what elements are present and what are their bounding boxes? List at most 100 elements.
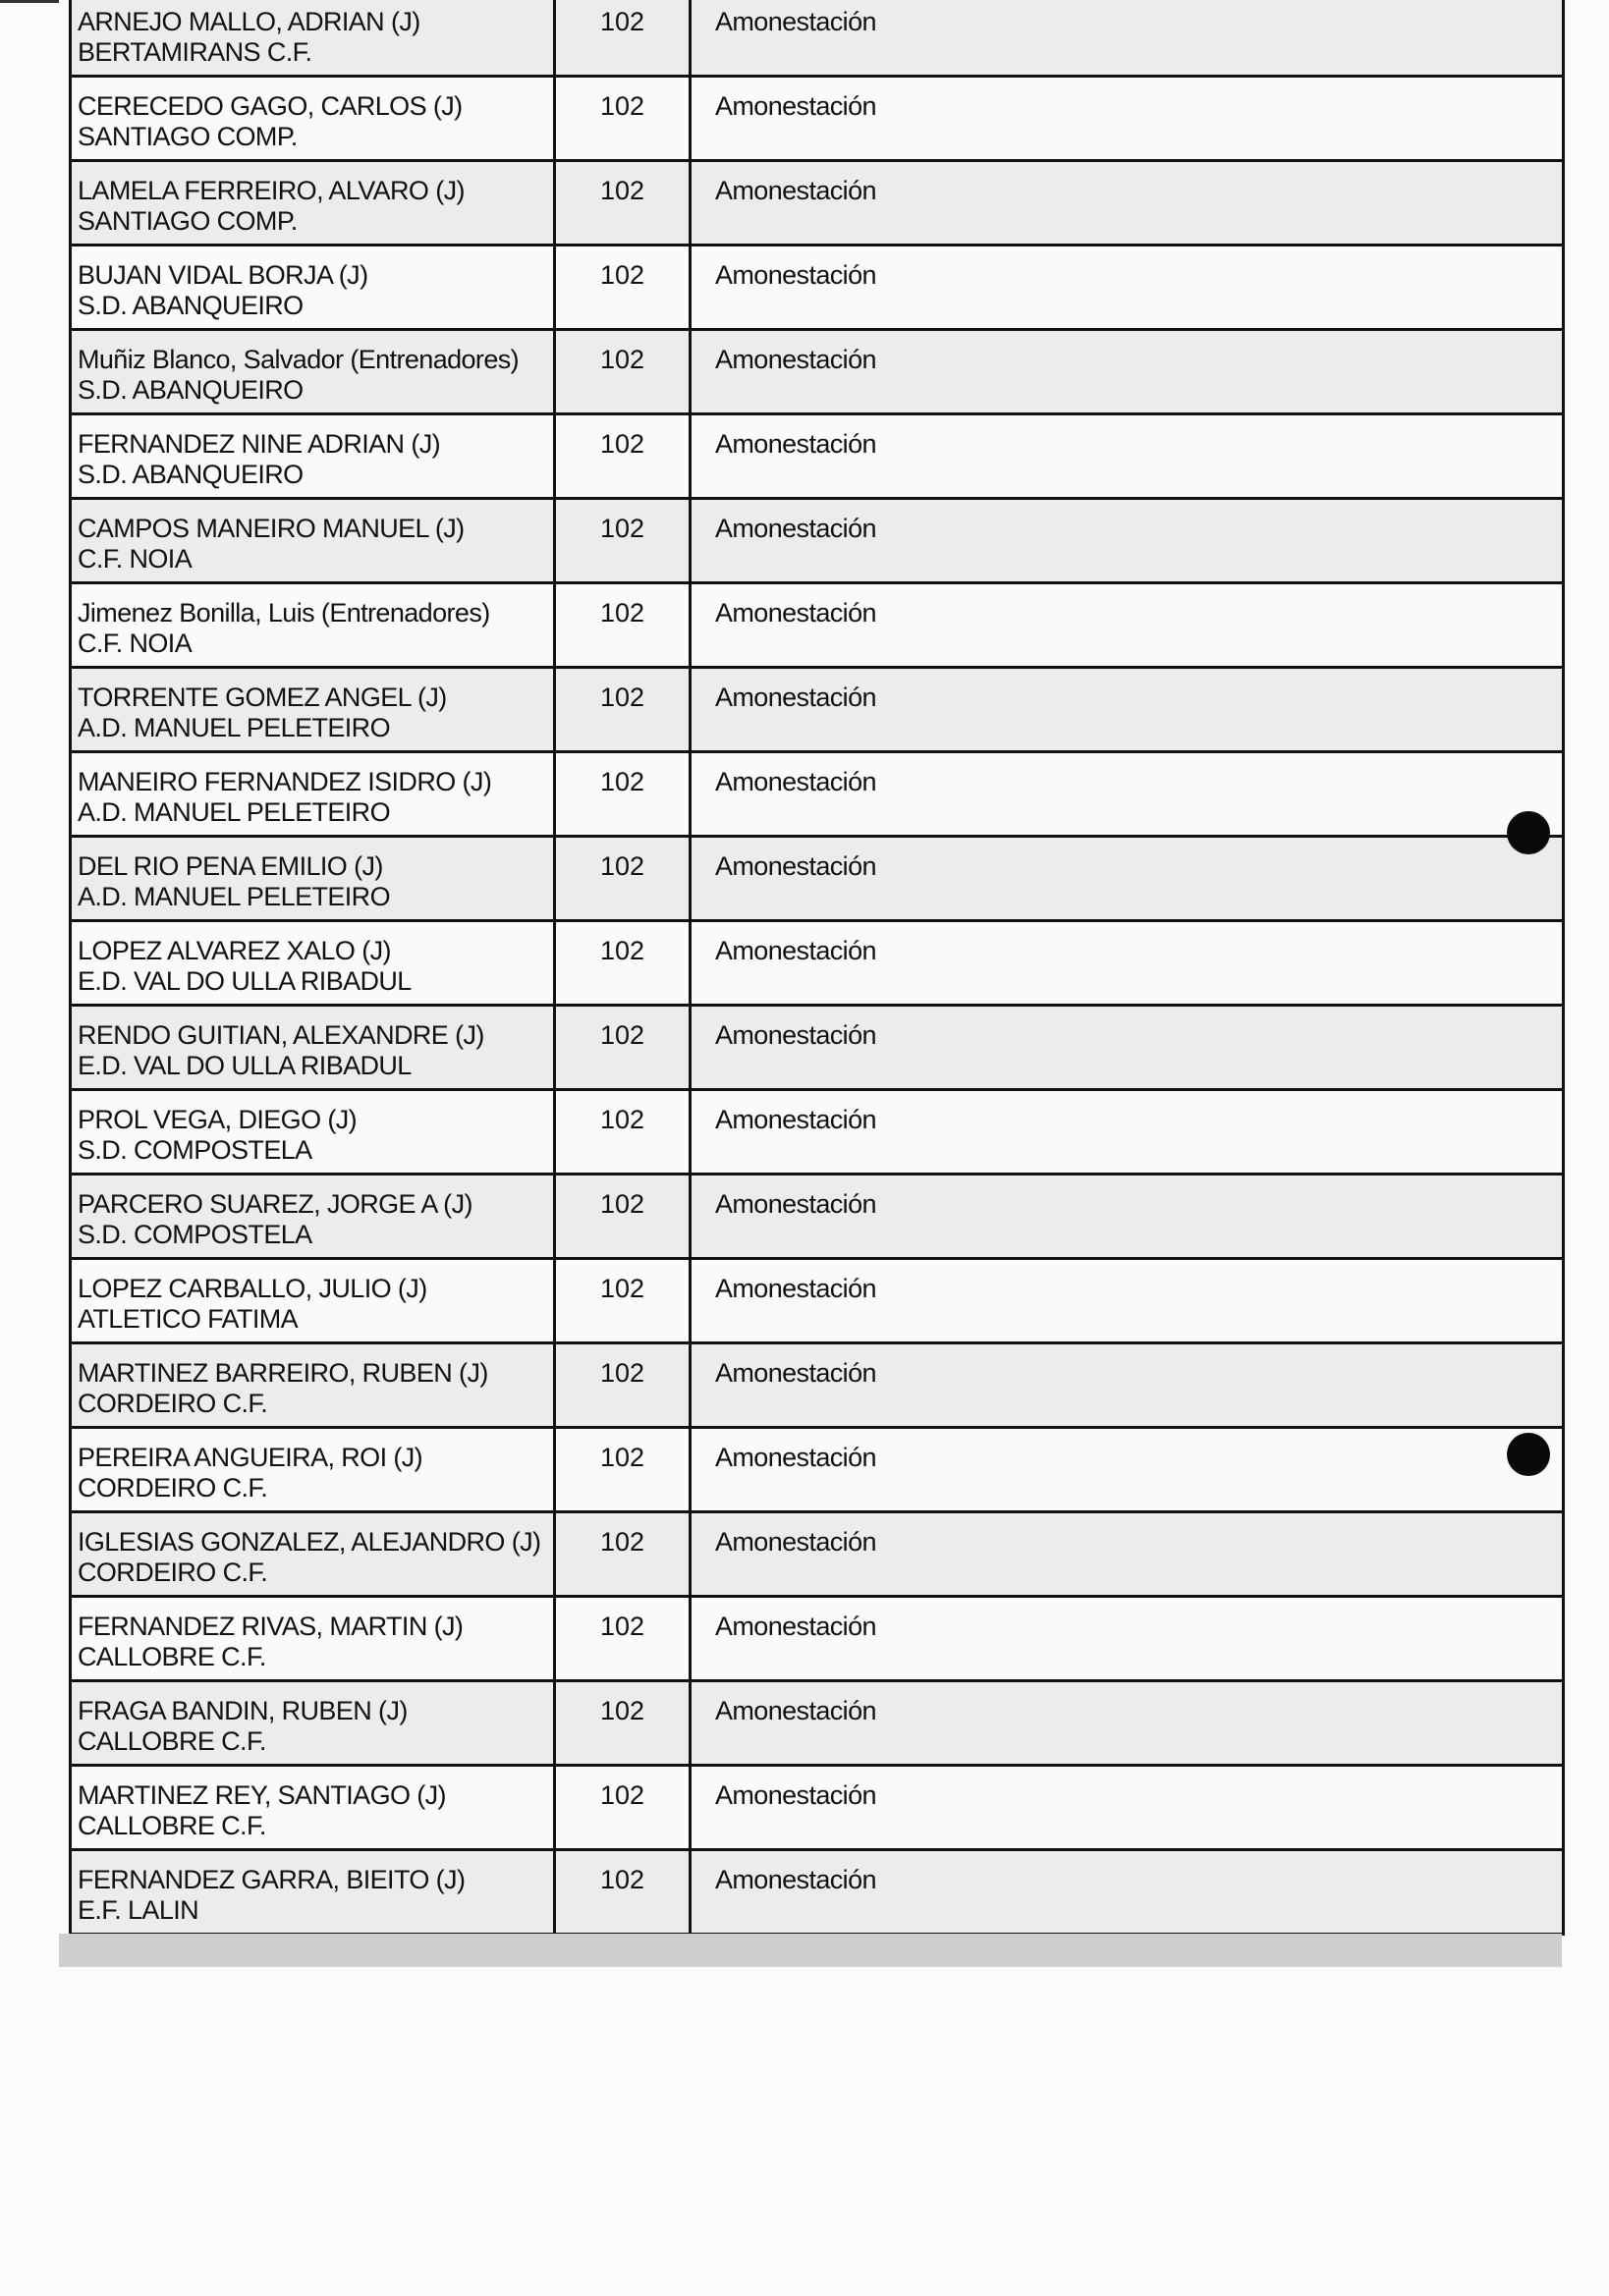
code-cell: 102 [556, 1767, 692, 1848]
club-name: CORDEIRO C.F. [78, 1473, 268, 1503]
club-name: SANTIAGO COMP. [78, 122, 298, 151]
scan-edge-line [0, 0, 59, 3]
club-name: CORDEIRO C.F. [78, 1558, 268, 1587]
club-name: SANTIAGO COMP. [78, 206, 298, 236]
article-code: 102 [599, 1527, 645, 1557]
person-name: LOPEZ CARBALLO, JULIO (J) [78, 1274, 427, 1303]
person-cell: IGLESIAS GONZALEZ, ALEJANDRO (J) CORDEIRO… [72, 1513, 556, 1595]
sanction-text: Amonestación [715, 7, 877, 36]
article-code: 102 [599, 176, 645, 205]
article-code: 102 [599, 514, 645, 543]
person-name: IGLESIAS GONZALEZ, ALEJANDRO (J) [78, 1527, 541, 1557]
table-row: FERNANDEZ GARRA, BIEITO (J) E.F. LALIN 102… [72, 1851, 1562, 1936]
sanction-text: Amonestación [715, 1274, 877, 1303]
table-row: MARTINEZ BARREIRO, RUBEN (J) CORDEIRO C.F… [72, 1344, 1562, 1429]
sanction-text: Amonestación [715, 91, 877, 121]
person-cell: PEREIRA ANGUEIRA, ROI (J) CORDEIRO C.F. [72, 1429, 556, 1510]
sanction-text: Amonestación [715, 429, 877, 459]
table-row: PEREIRA ANGUEIRA, ROI (J) CORDEIRO C.F. 10… [72, 1429, 1562, 1513]
person-cell: CERECEDO GAGO, CARLOS (J) SANTIAGO COMP. [72, 78, 556, 159]
person-cell: BUJAN VIDAL BORJA (J) S.D. ABANQUEIRO [72, 246, 556, 328]
table-row: MARTINEZ REY, SANTIAGO (J) CALLOBRE C.F. 1… [72, 1767, 1562, 1851]
table-row: Muñiz Blanco, Salvador (Entrenadores) S.D… [72, 331, 1562, 415]
table-row: LOPEZ CARBALLO, JULIO (J) ATLETICO FATIMA… [72, 1260, 1562, 1344]
code-cell: 102 [556, 838, 692, 919]
sanction-text: Amonestación [715, 1780, 877, 1810]
person-name: FERNANDEZ NINE ADRIAN (J) [78, 429, 441, 459]
table-row: MANEIRO FERNANDEZ ISIDRO (J) A.D. MANUEL … [72, 753, 1562, 838]
article-code: 102 [599, 767, 645, 796]
code-cell: 102 [556, 246, 692, 328]
person-name: MARTINEZ BARREIRO, RUBEN (J) [78, 1358, 488, 1388]
table-row: BUJAN VIDAL BORJA (J) S.D. ABANQUEIRO 102 A… [72, 246, 1562, 331]
table-row: PROL VEGA, DIEGO (J) S.D. COMPOSTELA 102 Am… [72, 1091, 1562, 1175]
person-name: FERNANDEZ RIVAS, MARTIN (J) [78, 1612, 464, 1641]
article-code: 102 [599, 683, 645, 712]
club-name: S.D. COMPOSTELA [78, 1220, 312, 1249]
article-code: 102 [599, 429, 645, 459]
person-name: ARNEJO MALLO, ADRIAN (J) [78, 7, 420, 36]
article-code: 102 [599, 1696, 645, 1725]
person-cell: PARCERO SUAREZ, JORGE A (J) S.D. COMPOSTE… [72, 1175, 556, 1257]
club-name: A.D. MANUEL PELETEIRO [78, 797, 391, 827]
article-code: 102 [599, 1612, 645, 1641]
sanction-text: Amonestación [715, 598, 877, 628]
person-cell: FERNANDEZ GARRA, BIEITO (J) E.F. LALIN [72, 1851, 556, 1933]
article-code: 102 [599, 1274, 645, 1303]
person-name: LOPEZ ALVAREZ XALO (J) [78, 936, 392, 965]
club-name: A.D. MANUEL PELETEIRO [78, 882, 391, 911]
person-name: TORRENTE GOMEZ ANGEL (J) [78, 683, 447, 712]
person-cell: FERNANDEZ NINE ADRIAN (J) S.D. ABANQUEIRO [72, 415, 556, 497]
club-name: CALLOBRE C.F. [78, 1642, 266, 1671]
person-cell: PROL VEGA, DIEGO (J) S.D. COMPOSTELA [72, 1091, 556, 1173]
club-name: S.D. ABANQUEIRO [78, 375, 304, 405]
sanction-text: Amonestación [715, 1020, 877, 1050]
sanction-text: Amonestación [715, 1696, 877, 1725]
table-row: PARCERO SUAREZ, JORGE A (J) S.D. COMPOSTE… [72, 1175, 1562, 1260]
person-cell: LAMELA FERREIRO, ALVARO (J) SANTIAGO COMP… [72, 162, 556, 244]
club-name: S.D. COMPOSTELA [78, 1135, 312, 1165]
person-name: MANEIRO FERNANDEZ ISIDRO (J) [78, 767, 492, 796]
punch-hole [1507, 1433, 1550, 1476]
code-cell: 102 [556, 1260, 692, 1341]
table-row: FERNANDEZ NINE ADRIAN (J) S.D. ABANQUEIRO… [72, 415, 1562, 500]
person-name: DEL RIO PENA EMILIO (J) [78, 851, 383, 881]
sanction-text: Amonestación [715, 345, 877, 374]
person-cell: ARNEJO MALLO, ADRIAN (J) BERTAMIRANS C.F. [72, 0, 556, 75]
table-row: CAMPOS MANEIRO MANUEL (J) C.F. NOIA 102 Amo… [72, 500, 1562, 584]
person-name: PEREIRA ANGUEIRA, ROI (J) [78, 1443, 423, 1472]
table-row: LAMELA FERREIRO, ALVARO (J) SANTIAGO COMP… [72, 162, 1562, 246]
article-code: 102 [599, 1443, 645, 1472]
code-cell: 102 [556, 1429, 692, 1510]
table-row: TORRENTE GOMEZ ANGEL (J) A.D. MANUEL PELE… [72, 669, 1562, 753]
person-name: BUJAN VIDAL BORJA (J) [78, 260, 368, 290]
code-cell: 102 [556, 1851, 692, 1933]
table-row: ARNEJO MALLO, ADRIAN (J) BERTAMIRANS C.F.… [72, 0, 1562, 78]
table-row: Jimenez Bonilla, Luis (Entrenadores) C.F.… [72, 584, 1562, 669]
code-cell: 102 [556, 753, 692, 835]
person-cell: MARTINEZ REY, SANTIAGO (J) CALLOBRE C.F. [72, 1767, 556, 1848]
person-cell: MANEIRO FERNANDEZ ISIDRO (J) A.D. MANUEL … [72, 753, 556, 835]
sanction-text: Amonestación [715, 514, 877, 543]
person-name: CAMPOS MANEIRO MANUEL (J) [78, 514, 465, 543]
code-cell: 102 [556, 162, 692, 244]
sanction-text: Amonestación [715, 851, 877, 881]
person-cell: Muñiz Blanco, Salvador (Entrenadores) S.D… [72, 331, 556, 412]
sanction-text: Amonestación [715, 1612, 877, 1641]
table-row: FERNANDEZ RIVAS, MARTIN (J) CALLOBRE C.F.… [72, 1598, 1562, 1682]
article-code: 102 [599, 345, 645, 374]
code-cell: 102 [556, 1175, 692, 1257]
sanction-text: Amonestación [715, 1189, 877, 1219]
person-name: CERECEDO GAGO, CARLOS (J) [78, 91, 463, 121]
code-cell: 102 [556, 1513, 692, 1595]
table-row: FRAGA BANDIN, RUBEN (J) CALLOBRE C.F. 102 A… [72, 1682, 1562, 1767]
club-name: CALLOBRE C.F. [78, 1811, 266, 1840]
club-name: S.D. ABANQUEIRO [78, 291, 304, 320]
person-name: Muñiz Blanco, Salvador (Entrenadores) [78, 345, 520, 374]
sanction-text: Amonestación [715, 176, 877, 205]
club-name: S.D. ABANQUEIRO [78, 460, 304, 489]
club-name: E.F. LALIN [78, 1895, 199, 1925]
club-name: CALLOBRE C.F. [78, 1726, 266, 1756]
club-name: A.D. MANUEL PELETEIRO [78, 713, 391, 742]
sanction-text: Amonestación [715, 767, 877, 796]
